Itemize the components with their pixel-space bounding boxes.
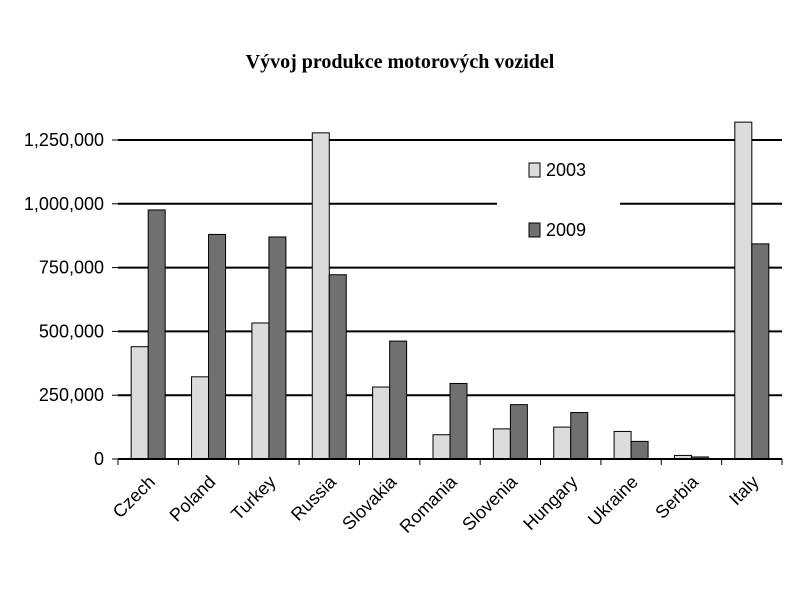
bar-2003-slovenia [492, 428, 511, 460]
bar-2009-czech [147, 209, 166, 460]
x-category-label: Poland [166, 472, 220, 526]
legend-swatch-2003 [528, 162, 541, 178]
x-category-label: Romania [396, 471, 462, 537]
bar-2003-poland [191, 376, 210, 460]
x-axis-categories: Czech Poland Turkey RussiaSlovakiaRomaniaSl… [109, 471, 763, 537]
bar-2003-romania [432, 434, 451, 460]
bar-2003-hungary [553, 426, 572, 460]
x-category-label: Serbia [651, 471, 703, 523]
legend-swatch-2009 [528, 222, 541, 238]
bars [130, 121, 770, 460]
bar-2009-ukraine [630, 440, 649, 460]
x-category-label: Turkey [227, 472, 280, 525]
bar-2009-turkey [268, 236, 287, 460]
bar-2009-slovakia [389, 340, 408, 460]
x-category-label: Slovenia [458, 471, 522, 535]
bar-2009-slovenia [509, 404, 528, 460]
bar-2009-poland [208, 233, 227, 460]
bar-2003-czech [130, 346, 149, 460]
y-tick-label: 1,250,000 [24, 130, 104, 150]
y-tick-label: 0 [94, 449, 104, 469]
legend-label-2009: 2009 [546, 220, 586, 240]
bar-2003-italy [734, 121, 753, 460]
x-category-label: Czech [109, 472, 159, 522]
y-tick-label: 500,000 [39, 321, 104, 341]
legend: 2003 2009 [497, 141, 620, 265]
bar-2009-russia [328, 274, 347, 460]
x-category-label: Italy [725, 472, 762, 509]
x-axis [117, 458, 783, 465]
x-category-label: Ukraine [584, 472, 642, 530]
x-category-label: Hungary [519, 472, 581, 534]
legend-box [497, 141, 620, 265]
y-tick-label: 1,000,000 [24, 194, 104, 214]
bar-2009-italy [751, 243, 770, 460]
bar-2009-hungary [570, 412, 589, 460]
y-axis-ticks: 0 250,000 500,000 750,000 1,000,000 1,250,000 [24, 130, 118, 469]
bar-2003-ukraine [613, 430, 632, 460]
bar-2003-turkey [251, 322, 270, 460]
bar-2003-russia [311, 132, 330, 460]
bar-2003-slovakia [372, 386, 391, 460]
y-tick-label: 750,000 [39, 258, 104, 278]
x-category-label: Slovakia [338, 471, 401, 534]
gridlines [118, 139, 782, 397]
bar-2009-romania [449, 382, 468, 460]
chart-title: Vývoj produkce motorových vozidel [246, 51, 555, 73]
x-category-label: Russia [287, 471, 341, 525]
y-tick-label: 250,000 [39, 385, 104, 405]
legend-label-2003: 2003 [546, 160, 586, 180]
